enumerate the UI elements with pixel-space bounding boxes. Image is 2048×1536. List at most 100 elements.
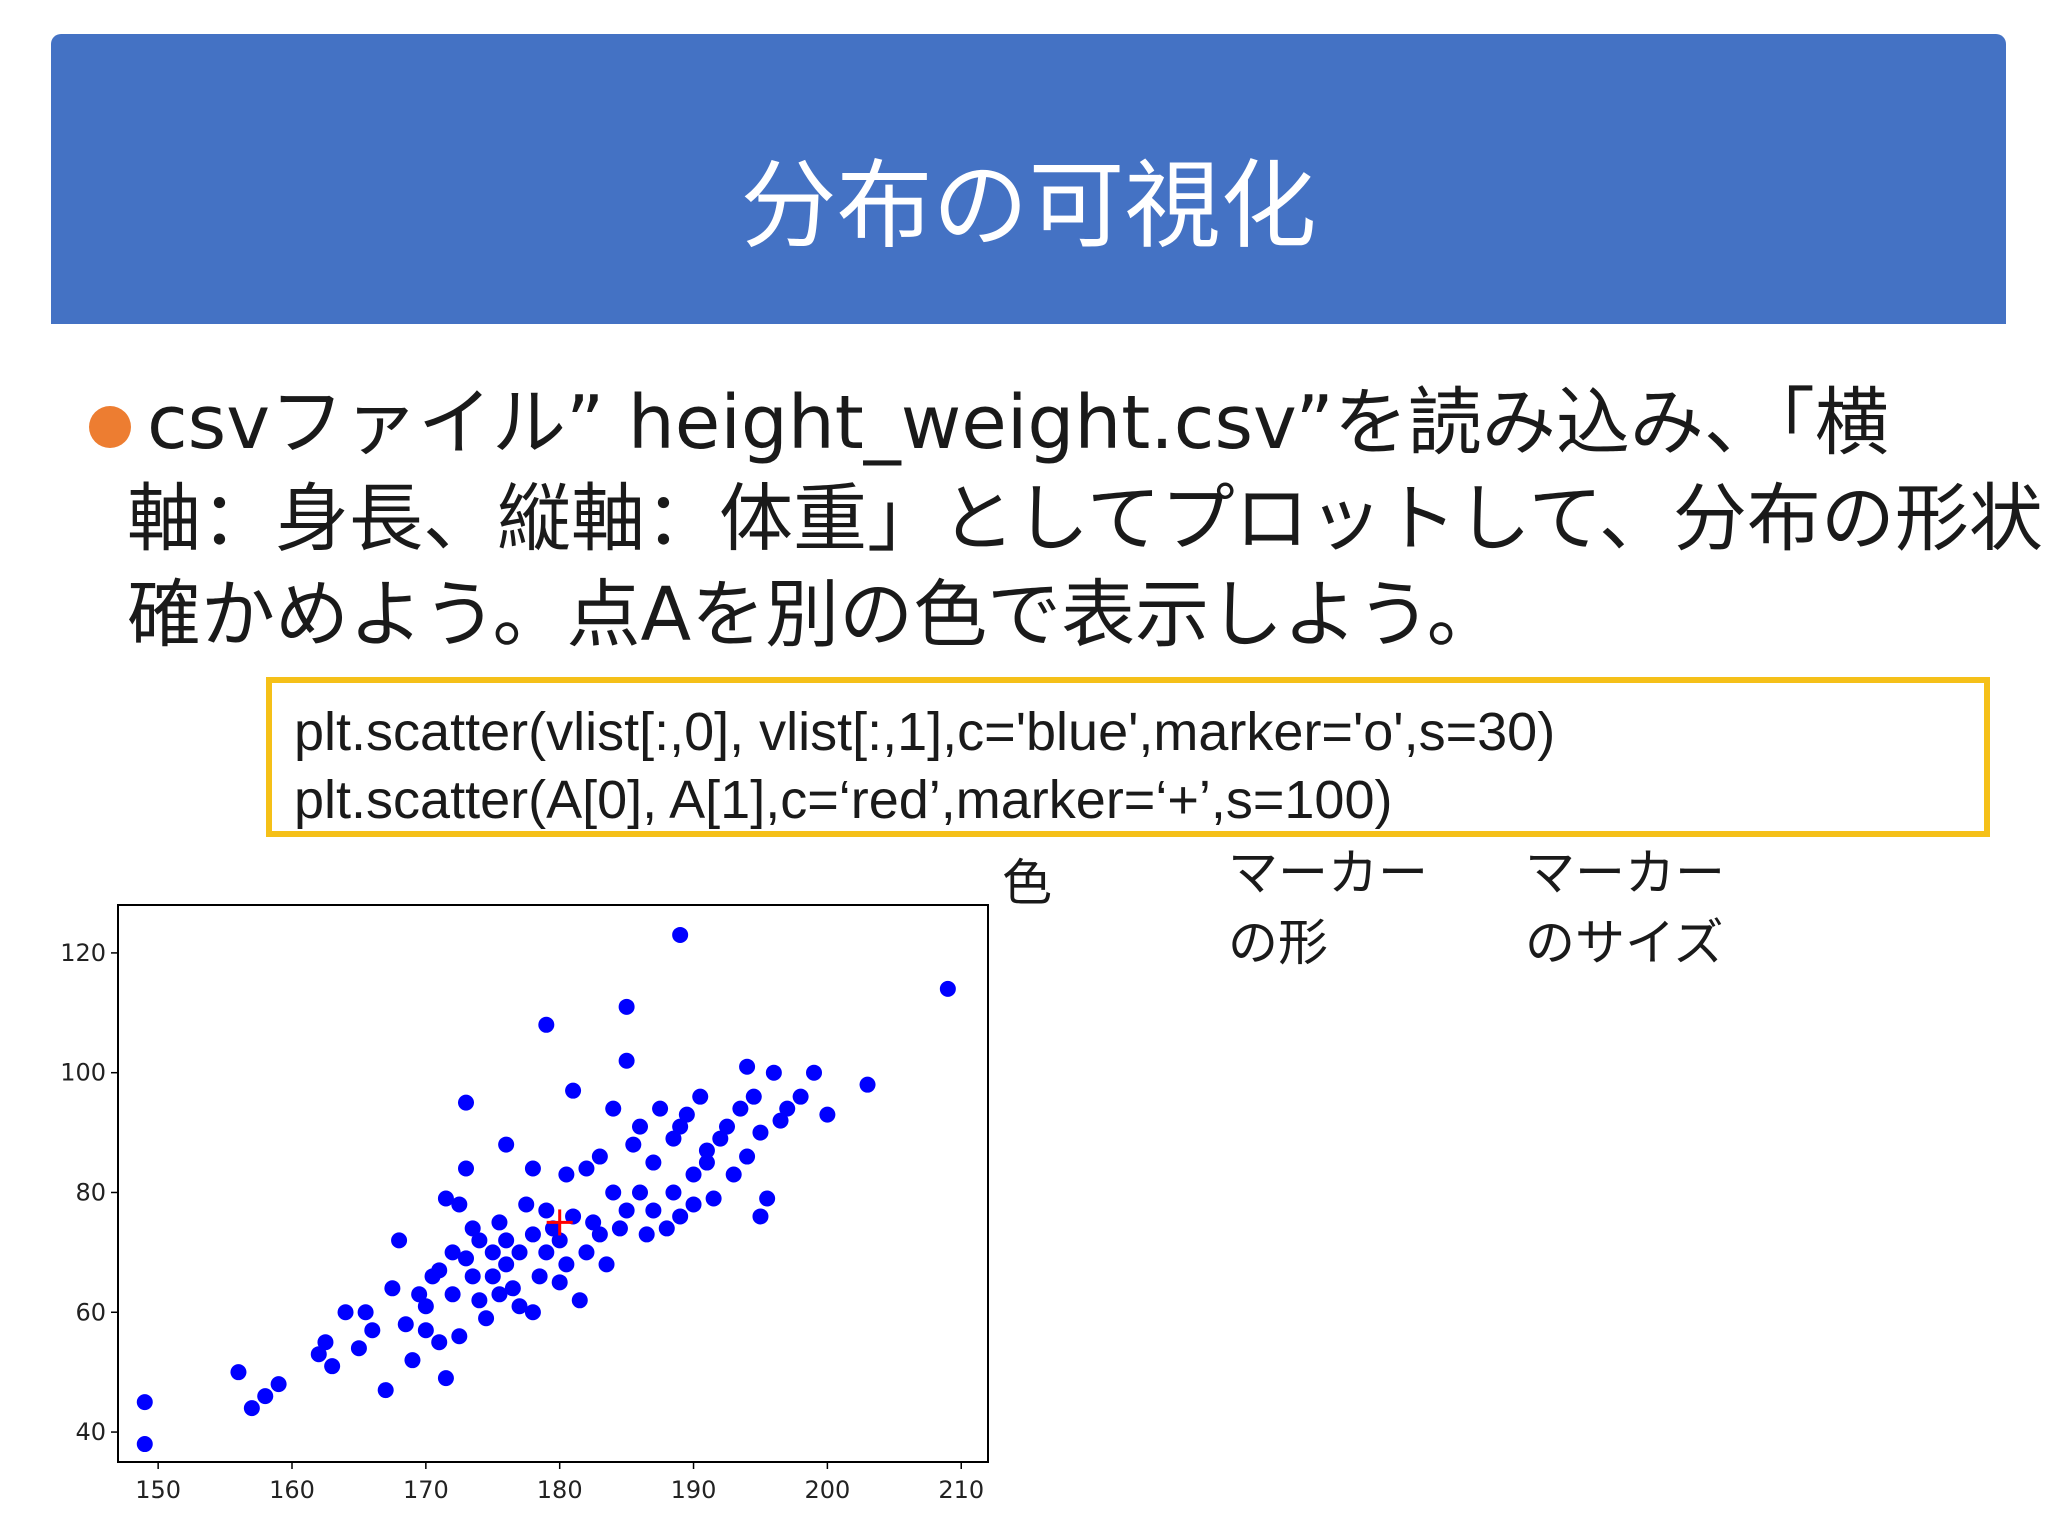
scatter-point: [645, 1202, 662, 1219]
scatter-point: [678, 1106, 695, 1123]
scatter-point: [411, 1286, 428, 1303]
scatter-point: [578, 1244, 595, 1261]
scatter-point: [531, 1268, 548, 1285]
scatter-point: [310, 1346, 327, 1363]
scatter-point: [792, 1088, 809, 1105]
scatter-point: [464, 1268, 481, 1285]
scatter-point: [257, 1388, 274, 1405]
scatter-point: [417, 1322, 434, 1339]
scatter-point: [618, 998, 635, 1015]
scatter-point: [739, 1058, 756, 1075]
scatter-point: [632, 1118, 648, 1135]
scatter-point: [672, 1118, 689, 1135]
plot-frame: [117, 904, 989, 1463]
scatter-point: [759, 1190, 776, 1207]
scatter-point: [538, 1244, 555, 1261]
scatter-point: [136, 1394, 153, 1411]
scatter-plot: 150 160 170 180 190 200 210 40 60 80 100 120: [60, 904, 989, 1504]
scatter-point: [518, 1196, 535, 1213]
scatter-point: [524, 1304, 541, 1321]
scatter-point: [458, 1094, 474, 1111]
scatter-point: [558, 1256, 575, 1273]
scatter-point: [565, 1082, 582, 1099]
y-tick-label: 100: [60, 1059, 106, 1087]
scatter-point: [719, 1118, 735, 1135]
scatter-point: [725, 1166, 742, 1183]
scatter-point: [350, 1340, 367, 1357]
scatter-point: [618, 1202, 635, 1219]
scatter-point: [692, 1088, 709, 1105]
point-a-marker: [546, 1209, 573, 1236]
scatter-point: [377, 1382, 394, 1399]
scatter-point: [598, 1256, 615, 1273]
scatter-point: [511, 1298, 528, 1315]
scatter-point: [270, 1376, 287, 1393]
scatter-point: [672, 926, 689, 943]
scatter-point: [364, 1322, 381, 1339]
scatter-point: [712, 1130, 729, 1147]
scatter-point: [538, 1202, 555, 1219]
scatter-point: [591, 1226, 608, 1243]
scatter-point: [511, 1244, 528, 1261]
scatter-point: [752, 1208, 769, 1225]
scatter-point: [745, 1088, 762, 1105]
scatter-point: [859, 1076, 876, 1093]
x-tick-label: 150: [135, 1476, 181, 1504]
scatter-point: [444, 1286, 461, 1303]
scatter-point: [665, 1130, 682, 1147]
x-tick-label: 170: [403, 1476, 449, 1504]
scatter-point: [243, 1400, 260, 1417]
scatter-point: [471, 1292, 488, 1309]
scatter-point: [672, 1208, 689, 1225]
x-tick-label: 190: [671, 1476, 717, 1504]
x-tick-label: 180: [537, 1476, 583, 1504]
scatter-point: [444, 1244, 461, 1261]
scatter-point: [618, 1052, 635, 1069]
note-marker-size: マーカー のサイズ: [1525, 838, 1725, 978]
scatter-point: [685, 1166, 702, 1183]
scatter-point: [939, 980, 956, 997]
scatter-point: [451, 1196, 468, 1213]
scatter-point: [585, 1214, 602, 1231]
bullet-line-3: 確かめよう。点Aを別の色で表示しよう。: [127, 572, 1501, 658]
scatter-point: [806, 1064, 822, 1081]
scatter-point: [417, 1298, 434, 1315]
scatter-point: [558, 1166, 575, 1183]
scatter-point: [524, 1226, 541, 1243]
code-line-2: plt.scatter(A[0], A[1],c=‘red’,marker=‘+…: [294, 770, 1393, 830]
bullet-line-2: 軸：身長、縦軸：体重」としてプロットして、分布の形状を: [127, 476, 2048, 562]
scatter-point: [478, 1310, 495, 1327]
scatter-point: [136, 1436, 153, 1453]
scatter-point: [772, 1112, 789, 1129]
scatter-point: [230, 1364, 247, 1381]
scatter-point: [384, 1280, 401, 1297]
bullet-text: csvファイル” height_weight.csv”を読み込み、「横 軸：身長…: [127, 375, 2048, 663]
scatter-point: [337, 1304, 354, 1321]
scatter-point: [605, 1184, 622, 1201]
scatter-point: [504, 1280, 521, 1297]
scatter-point: [437, 1190, 454, 1207]
slide-title: 分布の可視化: [740, 150, 1317, 262]
x-tick-label: 210: [938, 1476, 984, 1504]
y-tick-label: 120: [60, 939, 106, 967]
code-line-1: plt.scatter(vlist[:,0], vlist[:,1],c='bl…: [294, 702, 1556, 762]
scatter-point: [632, 1184, 648, 1201]
scatter-point: [404, 1352, 421, 1369]
scatter-point: [498, 1136, 515, 1153]
scatter-point: [591, 1148, 608, 1165]
scatter-point: [437, 1370, 454, 1387]
scatter-point: [578, 1160, 595, 1177]
y-tick-label: 80: [75, 1178, 106, 1206]
scatter-point: [391, 1232, 408, 1249]
scatter-point: [685, 1196, 702, 1213]
note-color: 色: [1002, 854, 1052, 912]
scatter-point: [665, 1184, 682, 1201]
scatter-point: [524, 1160, 541, 1177]
y-tick-label: 60: [75, 1298, 106, 1326]
scatter-point: [491, 1286, 508, 1303]
scatter-point: [551, 1274, 568, 1291]
scatter-point: [611, 1220, 628, 1237]
note-marker-size-line-1: マーカー: [1525, 844, 1725, 902]
scatter-point: [752, 1124, 769, 1141]
scatter-point: [491, 1214, 508, 1231]
